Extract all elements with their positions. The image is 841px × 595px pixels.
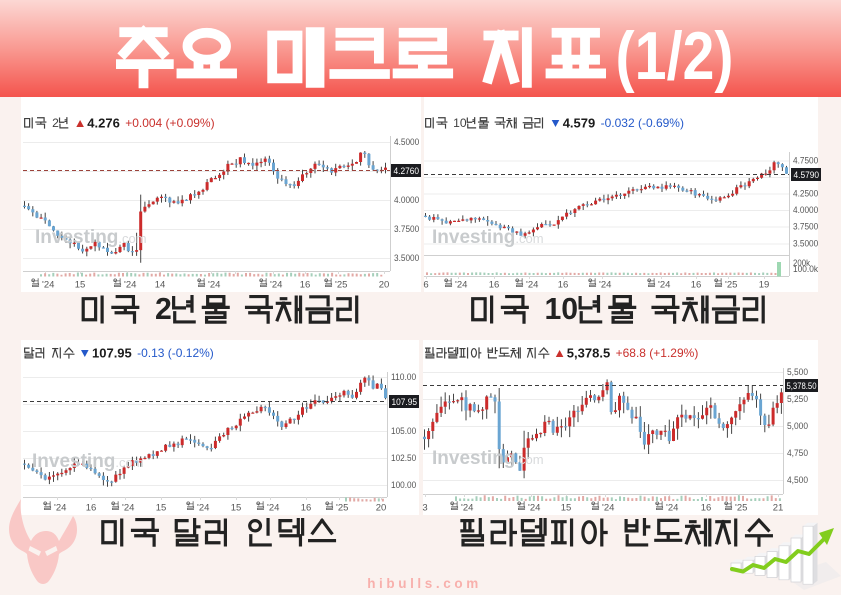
- svg-text:2: 2: [52, 116, 59, 130]
- svg-text:20: 20: [376, 503, 387, 514]
- svg-text:10: 10: [545, 293, 579, 326]
- svg-text:'24: '24: [42, 280, 54, 291]
- svg-text:16: 16: [300, 280, 311, 291]
- svg-text:+0.004 (+0.09%): +0.004 (+0.09%): [125, 116, 214, 130]
- svg-text:19: 19: [759, 280, 770, 291]
- svg-text:-0.13 (-0.12%): -0.13 (-0.12%): [137, 346, 214, 360]
- svg-text:15: 15: [75, 280, 86, 291]
- svg-text:4.276: 4.276: [87, 116, 120, 131]
- svg-text:4.5000: 4.5000: [394, 137, 419, 147]
- svg-text:100.0k: 100.0k: [793, 264, 818, 274]
- svg-text:3: 3: [422, 503, 427, 514]
- svg-text:5,250: 5,250: [787, 394, 808, 404]
- svg-text:'24: '24: [526, 280, 538, 291]
- svg-text:5,000: 5,000: [787, 421, 808, 431]
- svg-text:16: 16: [691, 280, 702, 291]
- svg-text:2: 2: [155, 293, 172, 326]
- svg-text:Investing.com: Investing.com: [432, 448, 544, 469]
- svg-text:16: 16: [558, 280, 569, 291]
- svg-text:'25: '25: [725, 280, 737, 291]
- svg-text:'24: '24: [124, 280, 136, 291]
- svg-text:Investing.com: Investing.com: [432, 227, 544, 248]
- svg-text:107.95: 107.95: [92, 346, 132, 361]
- svg-text:'24: '24: [54, 503, 66, 514]
- svg-text:15: 15: [231, 503, 242, 514]
- svg-text:'24: '24: [461, 503, 473, 514]
- svg-text:(1/2): (1/2): [616, 22, 734, 94]
- svg-text:200k: 200k: [793, 258, 810, 268]
- svg-text:+68.8 (+1.29%): +68.8 (+1.29%): [616, 346, 699, 360]
- svg-text:10: 10: [453, 116, 467, 130]
- svg-text:102.50: 102.50: [391, 453, 416, 463]
- svg-text:'24: '24: [599, 280, 611, 291]
- svg-text:'24: '24: [197, 503, 209, 514]
- svg-text:5,500: 5,500: [787, 367, 808, 377]
- svg-text:15: 15: [156, 503, 167, 514]
- svg-text:15: 15: [561, 503, 572, 514]
- svg-text:16: 16: [489, 280, 500, 291]
- svg-text:4.5790: 4.5790: [794, 170, 820, 181]
- svg-text:-0.032 (-0.69%): -0.032 (-0.69%): [601, 116, 684, 130]
- svg-text:'25: '25: [335, 280, 347, 291]
- svg-text:'24: '24: [666, 503, 678, 514]
- svg-text:'24: '24: [267, 503, 279, 514]
- svg-text:4.2500: 4.2500: [793, 189, 818, 199]
- svg-text:'25: '25: [336, 503, 348, 514]
- svg-text:4.7500: 4.7500: [793, 156, 818, 166]
- svg-text:110.00: 110.00: [391, 372, 416, 382]
- svg-text:'24: '24: [528, 503, 540, 514]
- svg-text:'24: '24: [658, 280, 670, 291]
- svg-text:4.579: 4.579: [563, 116, 596, 131]
- svg-text:Investing.com: Investing.com: [32, 451, 144, 472]
- svg-text:3.7500: 3.7500: [394, 224, 419, 234]
- svg-text:4,750: 4,750: [787, 448, 808, 458]
- svg-text:'24: '24: [455, 280, 467, 291]
- svg-text:'24: '24: [602, 503, 614, 514]
- svg-text:4.2760: 4.2760: [394, 166, 420, 177]
- svg-text:105.00: 105.00: [391, 426, 416, 436]
- svg-text:3.7500: 3.7500: [793, 222, 818, 232]
- svg-text:6: 6: [423, 280, 428, 291]
- svg-text:Investing.com: Investing.com: [35, 227, 147, 248]
- svg-text:'24: '24: [122, 503, 134, 514]
- svg-text:21: 21: [773, 503, 784, 514]
- svg-text:3.5000: 3.5000: [793, 239, 818, 249]
- svg-text:16: 16: [301, 503, 312, 514]
- svg-text:3.5000: 3.5000: [394, 253, 419, 263]
- svg-text:100.00: 100.00: [391, 480, 416, 490]
- svg-text:107.95: 107.95: [392, 397, 418, 408]
- svg-text:4.0000: 4.0000: [793, 205, 818, 215]
- svg-text:16: 16: [701, 503, 712, 514]
- svg-text:14: 14: [155, 280, 166, 291]
- svg-text:'24: '24: [208, 280, 220, 291]
- svg-text:'25: '25: [735, 503, 747, 514]
- svg-text:4.0000: 4.0000: [394, 195, 419, 205]
- svg-text:20: 20: [379, 280, 390, 291]
- svg-text:16: 16: [86, 503, 97, 514]
- svg-text:5,378.50: 5,378.50: [787, 380, 817, 391]
- svg-text:5,378.5: 5,378.5: [567, 346, 610, 361]
- svg-text:'24: '24: [270, 280, 282, 291]
- svg-text:4,500: 4,500: [787, 475, 808, 485]
